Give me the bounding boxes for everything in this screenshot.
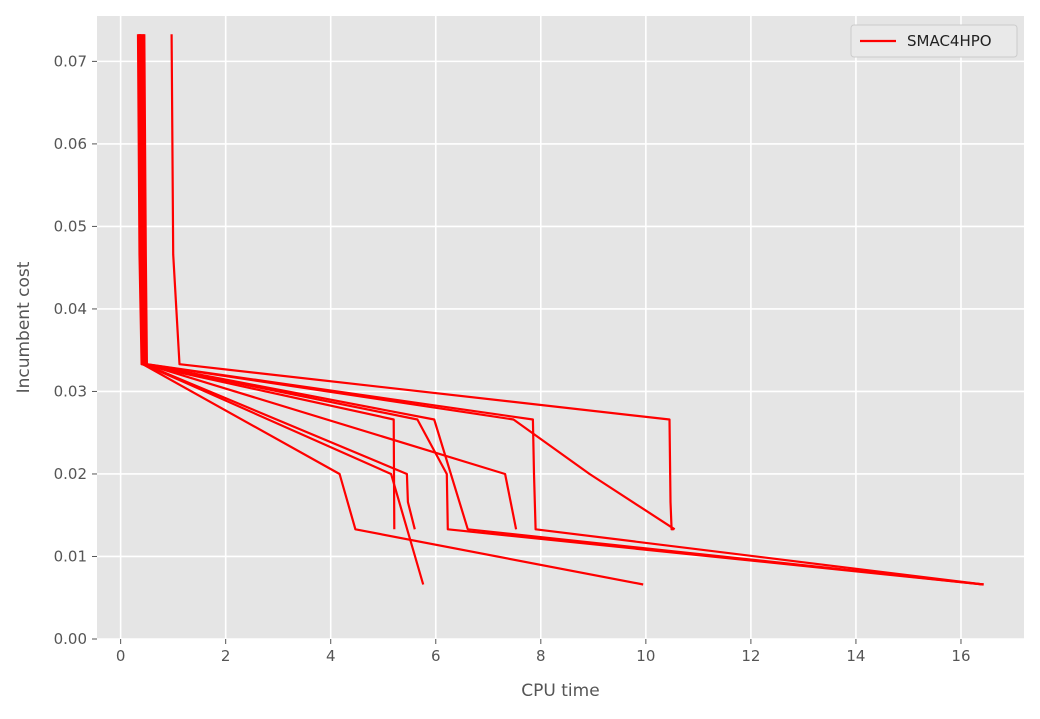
y-axis-label: Incumbent cost: [14, 261, 34, 393]
series-run-line: [170, 34, 674, 531]
legend: SMAC4HPO: [850, 24, 1018, 58]
x-tick-label: 2: [221, 647, 231, 665]
x-tick-label: 4: [326, 647, 336, 665]
axis-ticks: 0 2 4 6 8 10 12 14 16 0.00 0.01 0.02 0.03 0.04 0.05 0.0…: [54, 52, 971, 665]
x-tick-label: 10: [636, 647, 655, 665]
x-tick-label: 8: [536, 647, 546, 665]
y-tick-label: 0.03: [54, 382, 87, 400]
y-tick-label: 0.07: [54, 52, 87, 70]
x-tick-label: 16: [951, 647, 970, 665]
x-tick-label: 0: [116, 647, 126, 665]
y-tick-label: 0.02: [54, 465, 87, 483]
grid: [97, 16, 1024, 640]
plot-area: [97, 16, 1024, 639]
y-tick-label: 0.05: [54, 217, 87, 235]
y-tick-label: 0.04: [54, 300, 87, 318]
series-run-line: [138, 34, 984, 586]
series-lines: [136, 34, 984, 586]
x-axis-label: CPU time: [521, 681, 599, 701]
y-tick-label: 0.01: [54, 547, 87, 565]
x-tick-label: 12: [741, 647, 760, 665]
y-tick-label: 0.00: [54, 630, 87, 648]
series-run-line: [143, 34, 984, 586]
legend-label: SMAC4HPO: [907, 32, 992, 50]
y-tick-label: 0.06: [54, 135, 87, 153]
x-tick-label: 6: [431, 647, 441, 665]
legend-box: [850, 24, 1018, 58]
x-tick-label: 14: [846, 647, 865, 665]
